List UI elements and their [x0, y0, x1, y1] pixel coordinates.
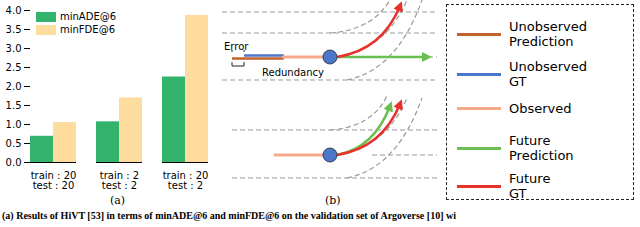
svg-text:0.5: 0.5 [6, 138, 22, 149]
svg-text:train : 20test : 20: train : 20test : 20 [31, 170, 77, 191]
svg-text:Error: Error [224, 41, 249, 52]
html-text:(a) Results of HiVT [53] in te: (a) Results of HiVT [53] in terms of min… [2, 210, 456, 221]
html-text:Future GT: Future GT [509, 171, 551, 201]
html-text:minADE@6: minADE@6 [60, 11, 117, 22]
svg-text:train : 2test : 2: train : 2test : 2 [100, 170, 139, 191]
html-text:Observed: Observed [509, 101, 572, 116]
html-text:minFDE@6: minFDE@6 [60, 24, 115, 35]
svg-text:0.0: 0.0 [6, 157, 22, 168]
svg-text:4.0: 4.0 [6, 5, 22, 16]
svg-text:1.5: 1.5 [6, 100, 22, 111]
svg-text:train : 20test : 2: train : 20test : 2 [163, 170, 209, 191]
html-text:Unobserved Prediction: Unobserved Prediction [509, 19, 587, 49]
svg-text:2.0: 2.0 [6, 81, 22, 92]
html-text:(a): (a) [110, 194, 126, 207]
html-text:(b): (b) [325, 194, 341, 207]
svg-text:3.0: 3.0 [6, 43, 22, 54]
svg-text:3.5: 3.5 [6, 24, 22, 35]
html-text:Unobserved GT: Unobserved GT [509, 59, 587, 89]
svg-text:Redundancy: Redundancy [262, 67, 324, 78]
html-text:Future Prediction: Future Prediction [509, 133, 574, 163]
svg-text:1.0: 1.0 [6, 119, 22, 130]
svg-text:2.5: 2.5 [6, 62, 22, 73]
